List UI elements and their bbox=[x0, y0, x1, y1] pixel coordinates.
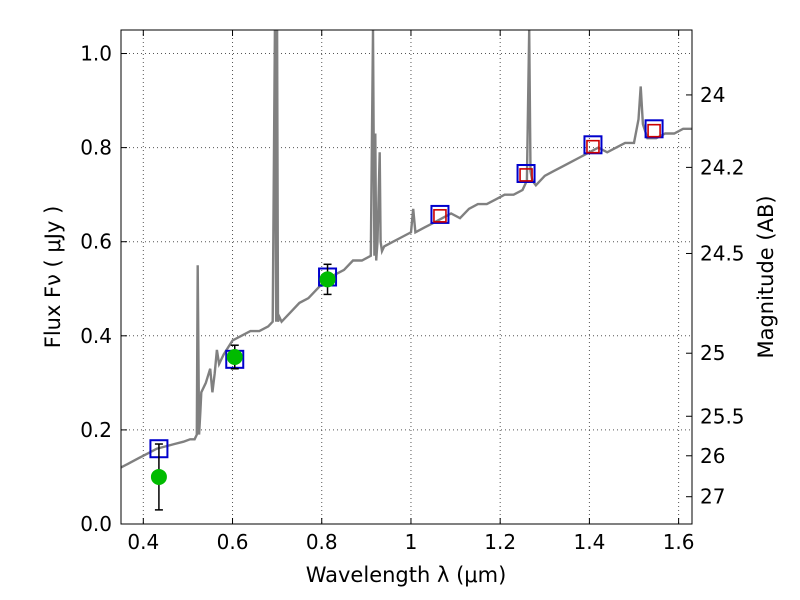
grid-lines bbox=[121, 30, 692, 525]
y-tick-label: 0.8 bbox=[80, 136, 112, 160]
observed-flux-point bbox=[226, 348, 243, 365]
y-axis-ticks: 0.0 0.2 0.4 0.6 0.8 1.0 bbox=[80, 42, 127, 536]
photometry-markers bbox=[149, 119, 664, 511]
y-tick-label: 0.4 bbox=[80, 324, 112, 348]
model-flux-square bbox=[430, 204, 450, 224]
right-axis-ticks: 24 24.2 24.5 25 25.5 26 27 bbox=[686, 83, 745, 509]
y-tick-label: 0.6 bbox=[80, 230, 112, 254]
x-tick-label: 0.6 bbox=[217, 530, 249, 554]
right-tick-label: 26 bbox=[700, 444, 725, 468]
x-tick-label: 1.4 bbox=[573, 530, 605, 554]
x-tick-label: 1.6 bbox=[663, 530, 695, 554]
x-tick-label: 0.4 bbox=[127, 530, 159, 554]
right-tick-label: 24 bbox=[700, 83, 725, 107]
right-tick-label: 25.5 bbox=[700, 404, 745, 428]
right-tick-label: 27 bbox=[700, 485, 725, 509]
y-axis-label: Flux Fν ( μJy ) bbox=[41, 206, 65, 349]
plot-frame bbox=[120, 29, 693, 525]
model-flux-square bbox=[516, 163, 536, 183]
x-axis-label: Wavelength λ (μm) bbox=[306, 563, 507, 587]
y-tick-label: 0.2 bbox=[80, 418, 112, 442]
nir-flux-square bbox=[519, 168, 533, 182]
x-axis-ticks: 0.4 0.6 0.8 1 1.2 1.4 1.6 bbox=[127, 30, 695, 554]
right-axis-label: Magnitude (AB) bbox=[754, 195, 778, 358]
nir-flux-square bbox=[586, 139, 600, 154]
x-tick-label: 1.2 bbox=[484, 530, 516, 554]
right-tick-label: 24.2 bbox=[700, 155, 745, 179]
observed-flux-point bbox=[319, 271, 336, 288]
x-tick-label: 0.8 bbox=[306, 530, 338, 554]
y-tick-label: 1.0 bbox=[80, 42, 112, 66]
x-tick-label: 1 bbox=[405, 530, 418, 554]
y-tick-label: 0.0 bbox=[80, 512, 112, 536]
nir-flux-square bbox=[433, 209, 447, 223]
right-tick-label: 25 bbox=[700, 341, 725, 365]
right-tick-label: 24.5 bbox=[700, 241, 745, 265]
spectrum-line bbox=[121, 30, 692, 469]
observed-flux-point bbox=[150, 468, 167, 485]
nir-flux-square bbox=[647, 123, 661, 138]
